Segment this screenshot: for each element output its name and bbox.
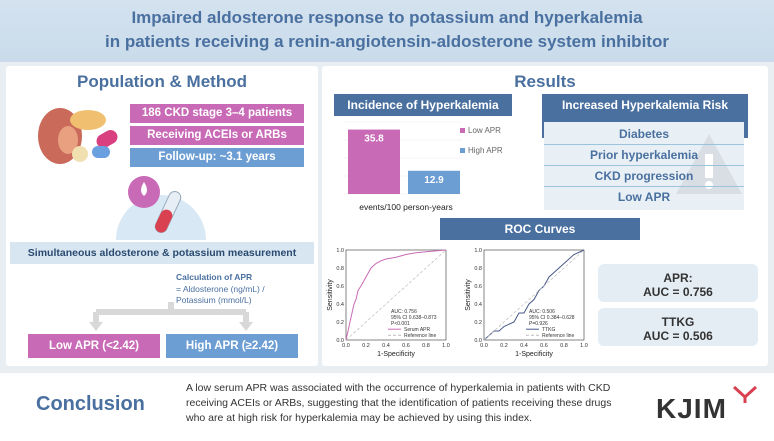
apr-auc-box: APR: AUC = 0.756 (598, 264, 758, 302)
conclusion-line-3: who are at high risk for hyperkalemia ma… (186, 412, 533, 424)
incidence-bar-chart: 35.8 12.9 Low APR High APR events/100 person… (344, 121, 503, 212)
x-tick-label: 0.2 (500, 343, 508, 349)
organs-illustration (38, 108, 118, 164)
auc-annotation: P<0.001 (391, 321, 410, 327)
y-tick-label: 1.0 (474, 248, 482, 254)
bar-low-apr (348, 129, 400, 194)
auc-annotation: P=0.926 (529, 321, 548, 327)
followup-box: Follow-up: ~3.1 years (130, 148, 304, 167)
legend-label: Reference line (404, 333, 436, 339)
legend-label: Low APR (468, 126, 501, 135)
roc-ttkg-chart: 0.0 0.2 0.4 0.6 0.8 1.0 0.0 0.2 0.4 0.6 0.8 1.0 1-Sp… (465, 248, 588, 358)
results-title: Results (514, 72, 576, 91)
y-tick-label: 0.2 (474, 320, 482, 326)
legend-swatch (460, 128, 465, 133)
title-line-1: Impaired aldosterone response to potassi… (131, 8, 643, 27)
kjim-logo-mark (732, 385, 758, 403)
conclusion-label: Conclusion (36, 393, 145, 415)
conclusion-text: A low serum APR was associated with the … (186, 381, 646, 426)
ttkg-auc-label: TTKG (661, 315, 695, 329)
y-tick-label: 0.4 (336, 302, 344, 308)
x-tick-label: 0.6 (540, 343, 548, 349)
conclusion-line-2: receiving ACEIs or ARBs, suggesting that… (186, 397, 612, 409)
reference-line (345, 249, 447, 341)
ttkg-auc-box: TTKG AUC = 0.506 (598, 308, 758, 346)
warning-icon (676, 134, 742, 194)
ttkg-auc-value: AUC = 0.506 (643, 329, 713, 343)
header-banner: Impaired aldosterone response to potassi… (0, 0, 774, 62)
roc-curve (483, 249, 585, 341)
y-axis-label: Sensitivity (465, 279, 472, 311)
apr-line-1: = Aldosterone (ng/mL) / (176, 284, 265, 294)
x-tick-label: 0.8 (560, 343, 568, 349)
y-tick-label: 1.0 (336, 248, 344, 254)
population-method-title: Population & Method (77, 72, 247, 91)
y-tick-label: 0.2 (336, 320, 344, 326)
x-tick-label: 0.0 (480, 343, 488, 349)
apr-auc-value: AUC = 0.756 (643, 285, 713, 299)
x-tick-label: 0.2 (362, 343, 370, 349)
x-tick-label: 0.6 (402, 343, 410, 349)
y-tick-label: 0.6 (336, 284, 344, 290)
conclusion-panel: Conclusion A low serum APR was associate… (0, 373, 774, 441)
y-tick-label: 0.0 (336, 338, 344, 344)
legend-label: TTKG (542, 327, 555, 333)
bar-value-label: 12.9 (424, 175, 444, 186)
x-tick-label: 0.8 (422, 343, 430, 349)
reference-line (483, 249, 585, 341)
apr-auc-label: APR: (663, 271, 693, 285)
title-line-2: in patients receiving a renin-angiotensi… (105, 32, 669, 51)
roc-curve (345, 249, 447, 341)
incidence-title: Incidence of Hyperkalemia (334, 94, 512, 116)
risk-factor-diabetes: Diabetes (544, 124, 744, 145)
legend-label: High APR (468, 146, 503, 155)
risk-factor-prior-hyperkalemia: Prior hyperkalemia (544, 145, 744, 166)
conclusion-line-1: A low serum APR was associated with the … (186, 382, 611, 394)
auc-annotation: AUC: 0.506 (529, 309, 555, 315)
risk-factor-low-apr: Low APR (617, 190, 671, 204)
x-tick-label: 0.4 (382, 343, 390, 349)
bar-value-label: 35.8 (364, 134, 384, 145)
bar-high-apr (408, 170, 460, 194)
y-tick-label: 0.8 (336, 266, 344, 272)
y-tick-label: 0.4 (474, 302, 482, 308)
results-panel: Results Incidence of Hyperkalemia Increa… (322, 66, 768, 366)
therapy-box: Receiving ACEIs or ARBs (130, 126, 304, 145)
y-tick-label: 0.6 (474, 284, 482, 290)
legend-label: Serum APR (404, 327, 431, 333)
auc-annotation: 95% CI 0.384–0.628 (529, 315, 575, 321)
patients-box: 186 CKD stage 3–4 patients (130, 104, 304, 123)
x-tick-label: 0.4 (520, 343, 528, 349)
y-tick-label: 0.0 (474, 338, 482, 344)
x-tick-label: 1.0 (442, 343, 450, 349)
low-apr-box: Low APR (<2.42) (28, 334, 160, 358)
population-method-panel: Population & Method 186 CKD stage 3–4 pa… (6, 66, 318, 366)
y-axis-label: Sensitivity (327, 279, 334, 311)
risk-factor-ckd-progression: CKD progression (544, 166, 744, 187)
roc-title: ROC Curves (440, 218, 640, 240)
x-axis-label: events/100 person-years (359, 202, 453, 212)
roc-apr-chart: 0.0 0.2 0.4 0.6 0.8 1.0 0.0 0.2 0.4 0.6 0.8 1.0 1-Sp… (327, 248, 450, 358)
x-axis-label: 1-Specificity (377, 351, 415, 358)
kjim-logo: KJIM (656, 393, 727, 424)
apr-line-2: Potassium (mmol/L) (176, 295, 252, 305)
apr-title: Calculation of APR (176, 272, 253, 282)
y-tick-label: 0.8 (474, 266, 482, 272)
measurement-banner: Simultaneous aldosterone & potassium mea… (10, 242, 314, 264)
legend-label: Reference line (542, 333, 574, 339)
x-tick-label: 0.0 (342, 343, 350, 349)
risk-factor-list: Diabetes Prior hyperkalemia CKD progress… (544, 122, 744, 210)
high-apr-box: High APR (≥2.42) (166, 334, 298, 358)
auc-annotation: 95% CI 0.638–0.873 (391, 315, 437, 321)
legend-swatch (460, 148, 465, 153)
x-tick-label: 1.0 (580, 343, 588, 349)
x-axis-label: 1-Specificity (515, 351, 553, 358)
blood-sample-illustration (116, 176, 206, 240)
split-arrows (89, 302, 253, 331)
auc-annotation: AUC: 0.756 (391, 309, 417, 315)
